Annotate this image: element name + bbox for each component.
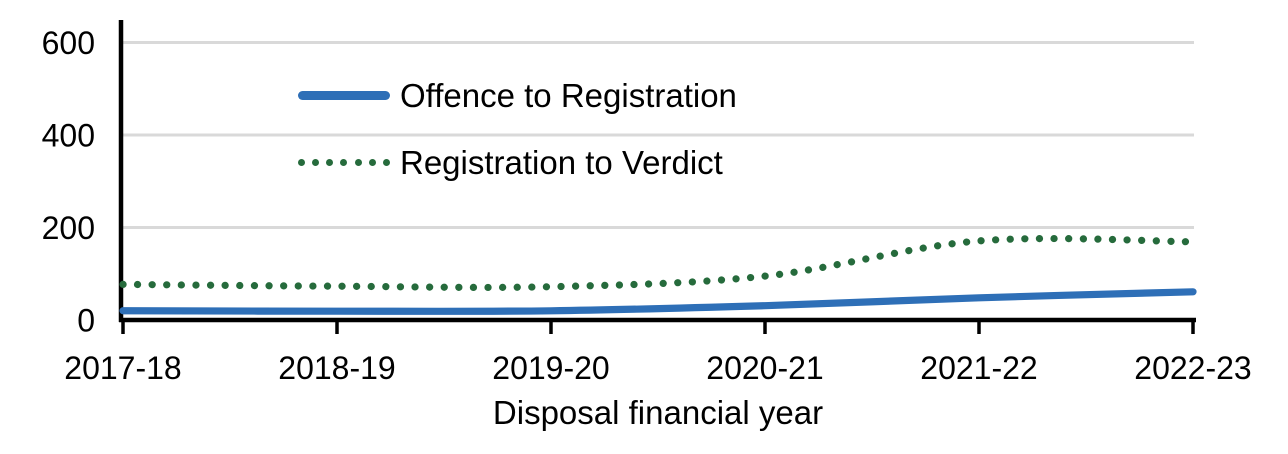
y-tick-label: 200 <box>42 210 95 246</box>
x-tick-label: 2022-23 <box>1134 350 1251 386</box>
y-tick-label: 0 <box>77 303 95 339</box>
x-axis-title: Disposal financial year <box>492 394 824 431</box>
x-tick-label: 2017-18 <box>64 350 181 386</box>
series-line-1 <box>119 234 1197 292</box>
x-tick-label: 2020-21 <box>706 350 823 386</box>
y-tick-label: 600 <box>42 25 95 61</box>
x-tick-label: 2019-20 <box>492 350 609 386</box>
x-tick-label: 2021-22 <box>920 350 1037 386</box>
legend-label: Offence to Registration <box>400 76 737 114</box>
chart-legend: Offence to Registration Registration to … <box>298 75 737 182</box>
solid-line-swatch-icon <box>298 90 390 100</box>
dotted-line-swatch-icon <box>298 158 390 166</box>
legend-item-offence-to-registration: Offence to Registration <box>298 75 737 115</box>
x-tick-label: 2018-19 <box>278 350 395 386</box>
y-tick-label: 400 <box>42 118 95 154</box>
series-line-0 <box>119 288 1197 315</box>
legend-item-registration-to-verdict: Registration to Verdict <box>298 142 737 182</box>
legend-label: Registration to Verdict <box>400 143 723 181</box>
